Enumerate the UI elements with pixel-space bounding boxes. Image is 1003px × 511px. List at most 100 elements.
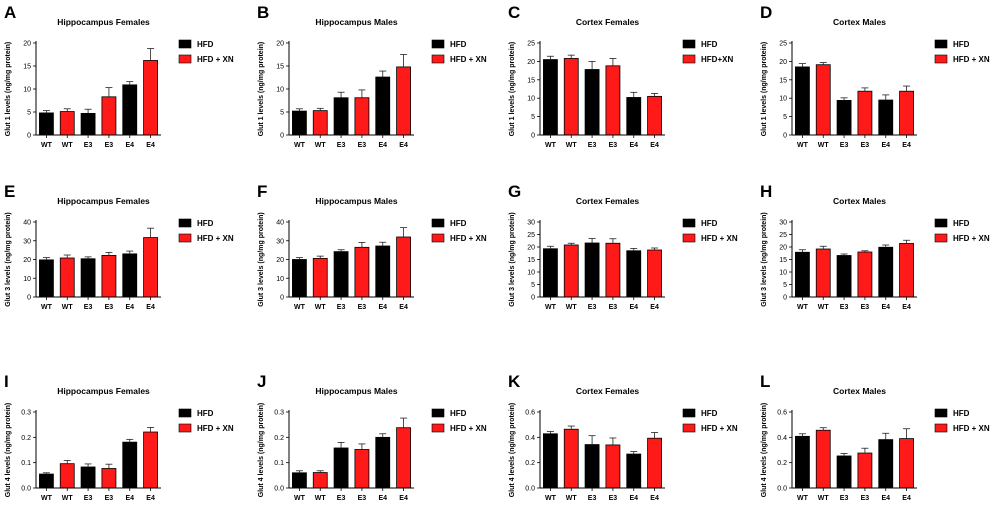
error-bar bbox=[861, 447, 869, 454]
error-bar bbox=[358, 242, 366, 248]
panel-c: C Cortex Females Glut 1 levels (ng/mg prot… bbox=[508, 3, 733, 149]
chart-title: Hippocampus Females bbox=[57, 17, 150, 27]
error-bar bbox=[147, 48, 155, 61]
y-axis-label: Glut 4 levels (ng/mg protein) bbox=[509, 403, 516, 498]
x-tick-label: E3 bbox=[84, 495, 93, 502]
bar bbox=[292, 472, 307, 489]
x-tick-label: E3 bbox=[105, 142, 114, 149]
x-tick-label: E4 bbox=[902, 142, 911, 149]
bar bbox=[143, 60, 158, 136]
y-tick-label: 20 bbox=[527, 59, 535, 66]
error-bar bbox=[63, 254, 71, 258]
x-tick-label: E4 bbox=[146, 495, 155, 502]
bar bbox=[899, 438, 914, 489]
error-bar bbox=[105, 87, 113, 97]
x-tick-label: E4 bbox=[881, 142, 890, 149]
x-tick-label: WT bbox=[566, 304, 578, 311]
x-tick-label: WT bbox=[797, 142, 809, 149]
error-bar bbox=[882, 94, 890, 101]
legend-swatch bbox=[934, 54, 948, 64]
x-tick-label: WT bbox=[566, 495, 578, 502]
bar bbox=[354, 449, 370, 489]
error-bar bbox=[147, 227, 155, 238]
legend-label: HFD bbox=[953, 219, 970, 228]
legend-swatch bbox=[934, 408, 948, 418]
x-tick-label: WT bbox=[294, 304, 306, 311]
error-bar bbox=[609, 238, 617, 244]
chart-title: Hippocampus Males bbox=[315, 386, 397, 396]
x-tick-label: E3 bbox=[105, 304, 114, 311]
y-tick-label: 15 bbox=[779, 257, 787, 264]
panel-a: A Hippocampus Females Glut 1 levels (ng/mg… bbox=[4, 3, 234, 149]
y-tick-label: 10 bbox=[23, 276, 31, 283]
panel-h: H Cortex Males Glut 3 levels (ng/mg protei… bbox=[760, 182, 990, 311]
error-bar bbox=[63, 108, 71, 112]
legend-label: HFD + XN bbox=[450, 234, 487, 243]
y-tick-label: 10 bbox=[527, 96, 535, 103]
x-tick-label: WT bbox=[818, 304, 830, 311]
error-bar bbox=[567, 242, 575, 245]
error-bar bbox=[903, 85, 911, 92]
legend-label: HFD + XN bbox=[953, 424, 990, 433]
y-axis-label: Glut 4 levels (ng/mg protein) bbox=[5, 403, 12, 498]
bar bbox=[878, 439, 894, 489]
panel-letter: L bbox=[760, 372, 770, 391]
bar bbox=[815, 429, 831, 489]
chart-title: Cortex Females bbox=[576, 386, 640, 396]
bar bbox=[584, 444, 600, 489]
y-tick-label: 30 bbox=[23, 238, 31, 245]
x-tick-label: E4 bbox=[125, 304, 134, 311]
x-tick-label: E3 bbox=[588, 495, 597, 502]
legend-swatch bbox=[431, 423, 445, 433]
error-bar bbox=[861, 87, 869, 92]
y-tick-label: 0 bbox=[531, 133, 535, 140]
x-tick-label: WT bbox=[545, 495, 557, 502]
legend-swatch bbox=[431, 54, 445, 64]
y-tick-label: 0.4 bbox=[525, 435, 535, 442]
bar bbox=[396, 236, 411, 298]
panel-letter: A bbox=[4, 3, 16, 22]
error-bar bbox=[609, 437, 617, 445]
y-tick-label: 40 bbox=[23, 220, 31, 227]
legend-swatch bbox=[178, 423, 192, 433]
bar bbox=[605, 65, 621, 136]
x-tick-label: WT bbox=[566, 142, 578, 149]
legend-label: HFD + XN bbox=[701, 424, 738, 433]
y-tick-label: 10 bbox=[779, 96, 787, 103]
legend-label: HFD bbox=[450, 40, 467, 49]
y-tick-label: 25 bbox=[527, 232, 535, 239]
error-bar bbox=[337, 91, 345, 98]
panel-k: K Cortex Females Glut 4 levels (ng/mg prot… bbox=[508, 372, 738, 502]
y-tick-label: 0.0 bbox=[525, 486, 535, 493]
legend-label: HFD bbox=[701, 40, 718, 49]
y-tick-label: 0.4 bbox=[777, 435, 787, 442]
bar bbox=[312, 472, 328, 489]
panel-letter: E bbox=[4, 182, 15, 201]
bar bbox=[584, 69, 600, 136]
x-tick-label: WT bbox=[315, 304, 327, 311]
bar bbox=[122, 84, 138, 136]
x-tick-label: WT bbox=[315, 142, 327, 149]
bar bbox=[333, 447, 349, 489]
bar bbox=[857, 452, 873, 489]
legend-label: HFD bbox=[953, 40, 970, 49]
y-tick-label: 30 bbox=[276, 238, 284, 245]
bar bbox=[59, 111, 75, 136]
x-tick-label: E3 bbox=[337, 304, 346, 311]
legend-label: HFD bbox=[450, 219, 467, 228]
bar bbox=[143, 237, 158, 298]
bar bbox=[122, 253, 138, 298]
x-tick-label: E3 bbox=[337, 142, 346, 149]
legend-label: HFD bbox=[197, 409, 214, 418]
chart-title: Cortex Females bbox=[576, 196, 640, 206]
legend-swatch bbox=[682, 233, 696, 243]
bar bbox=[375, 76, 391, 136]
y-axis-label: Glut 3 levels (ng/mg protein) bbox=[509, 212, 516, 307]
error-bar bbox=[840, 453, 848, 456]
bar bbox=[836, 255, 852, 298]
bar bbox=[39, 259, 54, 298]
legend-swatch bbox=[178, 408, 192, 418]
y-tick-label: 0.1 bbox=[274, 460, 284, 467]
bar bbox=[59, 463, 75, 489]
chart-title: Hippocampus Females bbox=[57, 386, 150, 396]
